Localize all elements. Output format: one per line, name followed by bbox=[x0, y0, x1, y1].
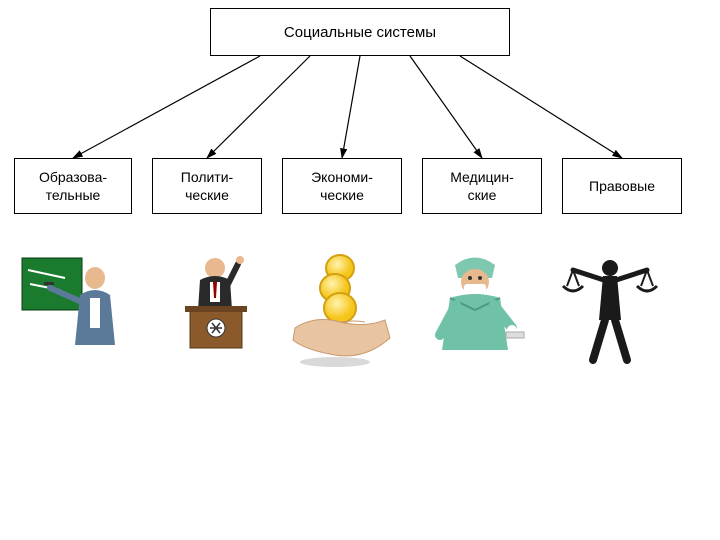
surgeon-icon bbox=[420, 250, 530, 370]
node-eco: Экономи- ческие bbox=[282, 158, 402, 214]
node-edu: Образова- тельные bbox=[14, 158, 132, 214]
edge bbox=[207, 56, 310, 158]
edge bbox=[342, 56, 360, 158]
node-label: Полити- ческие bbox=[181, 168, 233, 204]
politician-icon bbox=[160, 250, 270, 370]
root-node: Социальные системы bbox=[210, 8, 510, 56]
node-pol: Полити- ческие bbox=[152, 158, 262, 214]
node-label: Медицин- ские bbox=[450, 168, 514, 204]
root-label: Социальные системы bbox=[284, 24, 436, 41]
teacher-icon bbox=[20, 250, 130, 370]
edge bbox=[460, 56, 622, 158]
scales-icon bbox=[555, 250, 665, 370]
node-law: Правовые bbox=[562, 158, 682, 214]
node-label: Экономи- ческие bbox=[311, 168, 373, 204]
edge bbox=[73, 56, 260, 158]
node-label: Правовые bbox=[589, 177, 655, 195]
edge bbox=[410, 56, 482, 158]
node-med: Медицин- ские bbox=[422, 158, 542, 214]
coins-hand-icon bbox=[285, 250, 395, 370]
node-label: Образова- тельные bbox=[39, 168, 107, 204]
